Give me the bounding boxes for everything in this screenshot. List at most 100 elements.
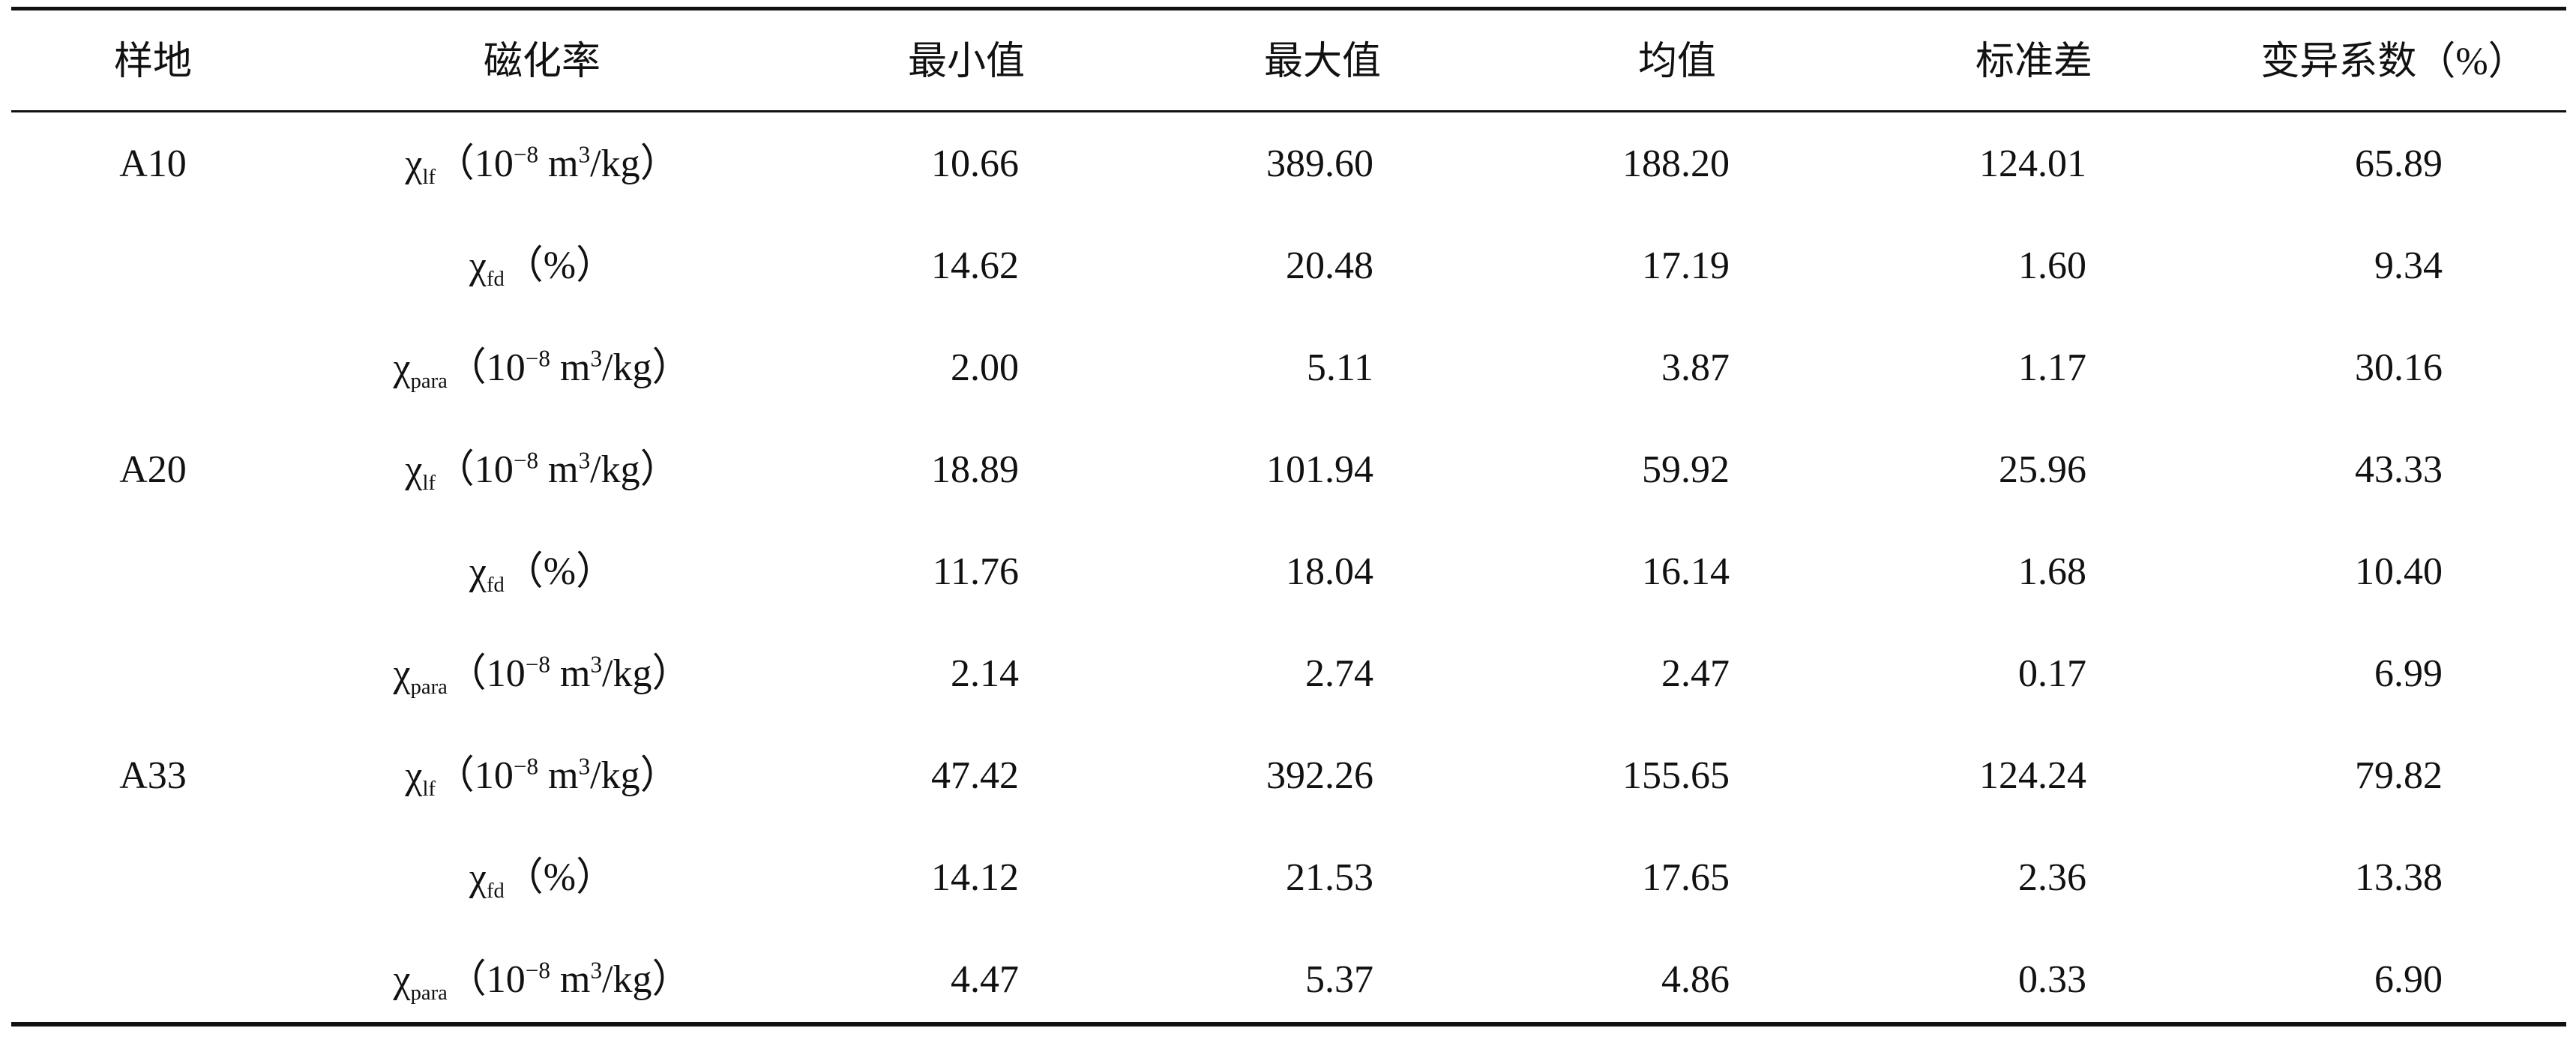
value-cell: 1.60	[2018, 244, 2086, 287]
value-cell: 25.96	[1999, 448, 2086, 491]
value-cell: 124.24	[1979, 754, 2086, 797]
value-cell: 43.33	[2355, 448, 2443, 491]
value-cell: 18.89	[931, 448, 1019, 491]
value-cell: 14.62	[931, 244, 1019, 287]
value-cell: 10.40	[2355, 550, 2443, 593]
subscript: fd	[486, 268, 505, 291]
value-cell: 79.82	[2355, 754, 2443, 797]
site-label: A33	[119, 754, 187, 797]
value-cell: 4.47	[951, 958, 1019, 1001]
symbol: χ	[469, 550, 487, 593]
symbol: χ	[405, 448, 423, 491]
header-cell: 样地	[113, 40, 193, 83]
value-cell: 0.17	[2018, 652, 2086, 695]
superscript: 3	[578, 141, 591, 168]
susceptibility: χfd（%）	[469, 550, 616, 596]
unit-text: m	[538, 754, 579, 797]
superscript: 3	[578, 753, 591, 780]
subscript: fd	[486, 574, 505, 597]
unit-text: /kg）	[602, 652, 691, 695]
unit-text: m	[550, 652, 591, 695]
value-cell: 17.65	[1642, 856, 1730, 899]
value-cell: 17.19	[1642, 244, 1730, 287]
superscript: 3	[578, 447, 591, 474]
superscript: −8	[525, 651, 550, 678]
value-cell: 392.26	[1266, 754, 1373, 797]
value-cell: 59.92	[1642, 448, 1730, 491]
header-cell: 磁化率	[483, 40, 601, 83]
symbol: χ	[393, 346, 411, 389]
symbol: χ	[469, 856, 487, 899]
value-cell: 30.16	[2355, 346, 2443, 389]
susceptibility: χfd（%）	[469, 856, 616, 902]
superscript: −8	[513, 447, 539, 474]
unit-text: （10	[447, 346, 526, 389]
subscript: para	[410, 982, 448, 1005]
value-cell: 5.37	[1305, 958, 1373, 1001]
value-cell: 21.53	[1286, 856, 1373, 899]
unit-text: m	[538, 142, 579, 185]
unit-text: /kg）	[590, 142, 679, 185]
unit-text: m	[550, 958, 591, 1001]
value-cell: 11.76	[932, 550, 1019, 593]
value-cell: 6.90	[2374, 958, 2443, 1001]
symbol: χ	[405, 142, 423, 185]
header-cell: 变异系数（%）	[2260, 40, 2527, 83]
unit-text: （10	[447, 652, 526, 695]
superscript: 3	[590, 651, 603, 678]
superscript: −8	[525, 345, 550, 372]
unit-text: （%）	[504, 550, 616, 593]
superscript: 3	[590, 957, 603, 984]
value-cell: 1.17	[2018, 346, 2086, 389]
unit-text: /kg）	[602, 346, 691, 389]
top-rule	[11, 7, 2566, 10]
superscript: −8	[513, 753, 539, 780]
subscript: lf	[422, 778, 436, 801]
subscript: para	[410, 676, 448, 699]
susceptibility: χpara（10−8 m3/kg）	[394, 652, 691, 698]
header-cell: 最大值	[1263, 40, 1382, 83]
susceptibility: χlf（10−8 m3/kg）	[405, 448, 679, 494]
subscript: fd	[486, 880, 505, 903]
value-cell: 2.14	[951, 652, 1019, 695]
value-cell: 14.12	[931, 856, 1019, 899]
value-cell: 124.01	[1979, 142, 2086, 185]
symbol: χ	[469, 244, 487, 287]
susceptibility: χpara（10−8 m3/kg）	[393, 958, 691, 1004]
value-cell: 2.74	[1305, 652, 1373, 695]
value-cell: 1.68	[2018, 550, 2086, 593]
susceptibility: χpara（10−8 m3/kg）	[393, 346, 691, 392]
value-cell: 188.20	[1622, 142, 1730, 185]
header-cell: 最小值	[907, 40, 1026, 83]
superscript: −8	[525, 957, 550, 984]
header-cell: 均值	[1637, 40, 1717, 83]
value-cell: 4.86	[1661, 958, 1730, 1001]
subscript: para	[410, 370, 448, 393]
unit-text: （10	[447, 958, 526, 1001]
symbol: χ	[405, 754, 423, 797]
unit-text: m	[550, 346, 591, 389]
value-cell: 9.34	[2374, 244, 2443, 287]
site-label: A20	[119, 448, 187, 491]
unit-text: （%）	[504, 856, 616, 899]
unit-text: /kg）	[590, 448, 679, 491]
subscript: lf	[422, 166, 436, 189]
value-cell: 18.04	[1286, 550, 1373, 593]
susceptibility: χlf（10−8 m3/kg）	[405, 754, 679, 800]
value-cell: 3.87	[1661, 346, 1730, 389]
value-cell: 13.38	[2355, 856, 2443, 899]
value-cell: 5.11	[1306, 346, 1373, 389]
value-cell: 10.66	[931, 142, 1019, 185]
unit-text: （10	[435, 754, 514, 797]
value-cell: 155.65	[1622, 754, 1730, 797]
value-cell: 2.36	[2018, 856, 2086, 899]
unit-text: /kg）	[590, 754, 679, 797]
symbol: χ	[393, 958, 411, 1001]
superscript: 3	[590, 345, 603, 372]
unit-text: （10	[435, 448, 514, 491]
header-rule	[11, 110, 2566, 112]
unit-text: /kg）	[602, 958, 691, 1001]
superscript: −8	[513, 141, 539, 168]
unit-text: m	[538, 448, 579, 491]
